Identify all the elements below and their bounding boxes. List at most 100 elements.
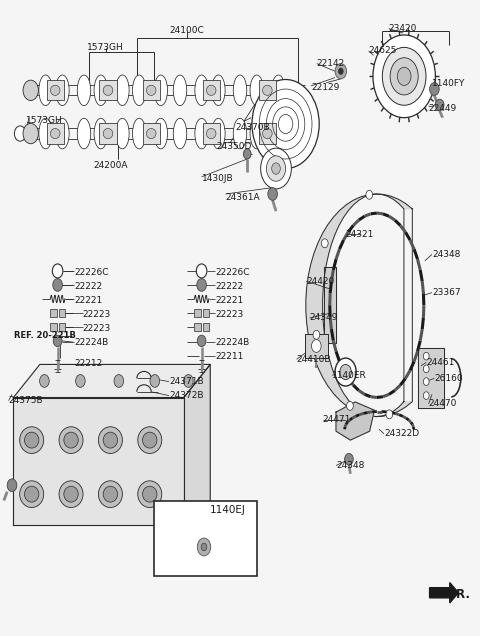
Circle shape xyxy=(23,80,38,100)
Polygon shape xyxy=(306,194,412,417)
Text: 22142: 22142 xyxy=(317,59,345,68)
Circle shape xyxy=(386,410,393,418)
Text: 1140FY: 1140FY xyxy=(432,80,466,88)
Ellipse shape xyxy=(272,118,285,149)
Circle shape xyxy=(196,264,207,278)
Circle shape xyxy=(252,80,319,169)
Ellipse shape xyxy=(250,118,264,149)
Bar xyxy=(59,323,65,331)
Text: 22226C: 22226C xyxy=(74,268,109,277)
Ellipse shape xyxy=(206,128,216,139)
Ellipse shape xyxy=(272,75,285,106)
Ellipse shape xyxy=(146,85,156,95)
Text: 24348: 24348 xyxy=(336,461,364,470)
Text: 24349: 24349 xyxy=(310,314,338,322)
Ellipse shape xyxy=(173,75,187,106)
Ellipse shape xyxy=(206,85,216,95)
Text: 24461: 24461 xyxy=(426,358,455,367)
Text: 22449: 22449 xyxy=(429,104,457,113)
Ellipse shape xyxy=(64,487,78,502)
Text: 22129: 22129 xyxy=(311,83,339,92)
Bar xyxy=(50,323,57,331)
Bar xyxy=(47,80,64,100)
Ellipse shape xyxy=(24,432,39,448)
Circle shape xyxy=(76,375,85,387)
Circle shape xyxy=(39,375,49,387)
Ellipse shape xyxy=(233,75,247,106)
Text: 24471: 24471 xyxy=(323,415,351,424)
Text: 23420: 23420 xyxy=(389,24,417,33)
Ellipse shape xyxy=(212,118,225,149)
Bar xyxy=(203,323,209,331)
Polygon shape xyxy=(184,364,210,525)
Circle shape xyxy=(345,453,353,465)
Ellipse shape xyxy=(103,85,113,95)
Circle shape xyxy=(423,392,429,399)
Polygon shape xyxy=(430,583,458,603)
Ellipse shape xyxy=(59,427,83,453)
Ellipse shape xyxy=(143,432,157,448)
Circle shape xyxy=(243,149,251,159)
Circle shape xyxy=(150,375,159,387)
Circle shape xyxy=(268,188,277,200)
Circle shape xyxy=(197,335,206,347)
Ellipse shape xyxy=(24,487,39,502)
Ellipse shape xyxy=(50,128,60,139)
Ellipse shape xyxy=(39,75,52,106)
Text: 22222: 22222 xyxy=(215,282,243,291)
Bar xyxy=(259,80,276,100)
Circle shape xyxy=(435,99,444,111)
Text: 24200A: 24200A xyxy=(93,161,128,170)
Bar xyxy=(143,80,160,100)
Ellipse shape xyxy=(195,75,208,106)
Bar xyxy=(154,501,257,576)
Text: 24470: 24470 xyxy=(429,399,457,408)
Text: 1140ER: 1140ER xyxy=(332,371,367,380)
Ellipse shape xyxy=(138,427,162,453)
Polygon shape xyxy=(418,348,444,408)
Text: 24348: 24348 xyxy=(432,250,460,259)
Circle shape xyxy=(335,64,347,79)
Bar xyxy=(99,123,117,144)
Circle shape xyxy=(197,279,206,291)
Ellipse shape xyxy=(39,118,52,149)
Polygon shape xyxy=(13,364,210,398)
Bar xyxy=(203,80,220,100)
Ellipse shape xyxy=(116,75,129,106)
Ellipse shape xyxy=(59,481,83,508)
Circle shape xyxy=(390,58,418,95)
Bar xyxy=(194,309,201,317)
Text: 24361A: 24361A xyxy=(226,193,260,202)
Text: 24100C: 24100C xyxy=(170,26,204,35)
Ellipse shape xyxy=(233,118,247,149)
Text: 22226C: 22226C xyxy=(215,268,250,277)
Text: 1140EJ: 1140EJ xyxy=(210,505,246,515)
Ellipse shape xyxy=(132,75,146,106)
Ellipse shape xyxy=(146,128,156,139)
Ellipse shape xyxy=(173,118,187,149)
Circle shape xyxy=(23,123,38,144)
Circle shape xyxy=(373,35,435,118)
Text: 22211: 22211 xyxy=(215,352,243,361)
Text: 22222: 22222 xyxy=(74,282,103,291)
Text: FR.: FR. xyxy=(449,588,471,601)
Text: 24410B: 24410B xyxy=(297,355,331,364)
Bar xyxy=(99,80,117,100)
Circle shape xyxy=(261,148,291,189)
Ellipse shape xyxy=(154,118,168,149)
Text: 24371B: 24371B xyxy=(169,377,204,386)
Text: 24625: 24625 xyxy=(369,46,397,55)
Ellipse shape xyxy=(77,75,91,106)
Text: 26160: 26160 xyxy=(434,374,463,383)
Bar xyxy=(194,323,201,331)
Ellipse shape xyxy=(103,432,118,448)
Ellipse shape xyxy=(250,75,264,106)
Ellipse shape xyxy=(98,481,122,508)
Circle shape xyxy=(347,401,353,410)
Ellipse shape xyxy=(154,75,168,106)
Circle shape xyxy=(7,479,17,492)
Ellipse shape xyxy=(56,75,69,106)
Text: 1573GH: 1573GH xyxy=(26,116,63,125)
Ellipse shape xyxy=(98,427,122,453)
Circle shape xyxy=(382,48,426,105)
